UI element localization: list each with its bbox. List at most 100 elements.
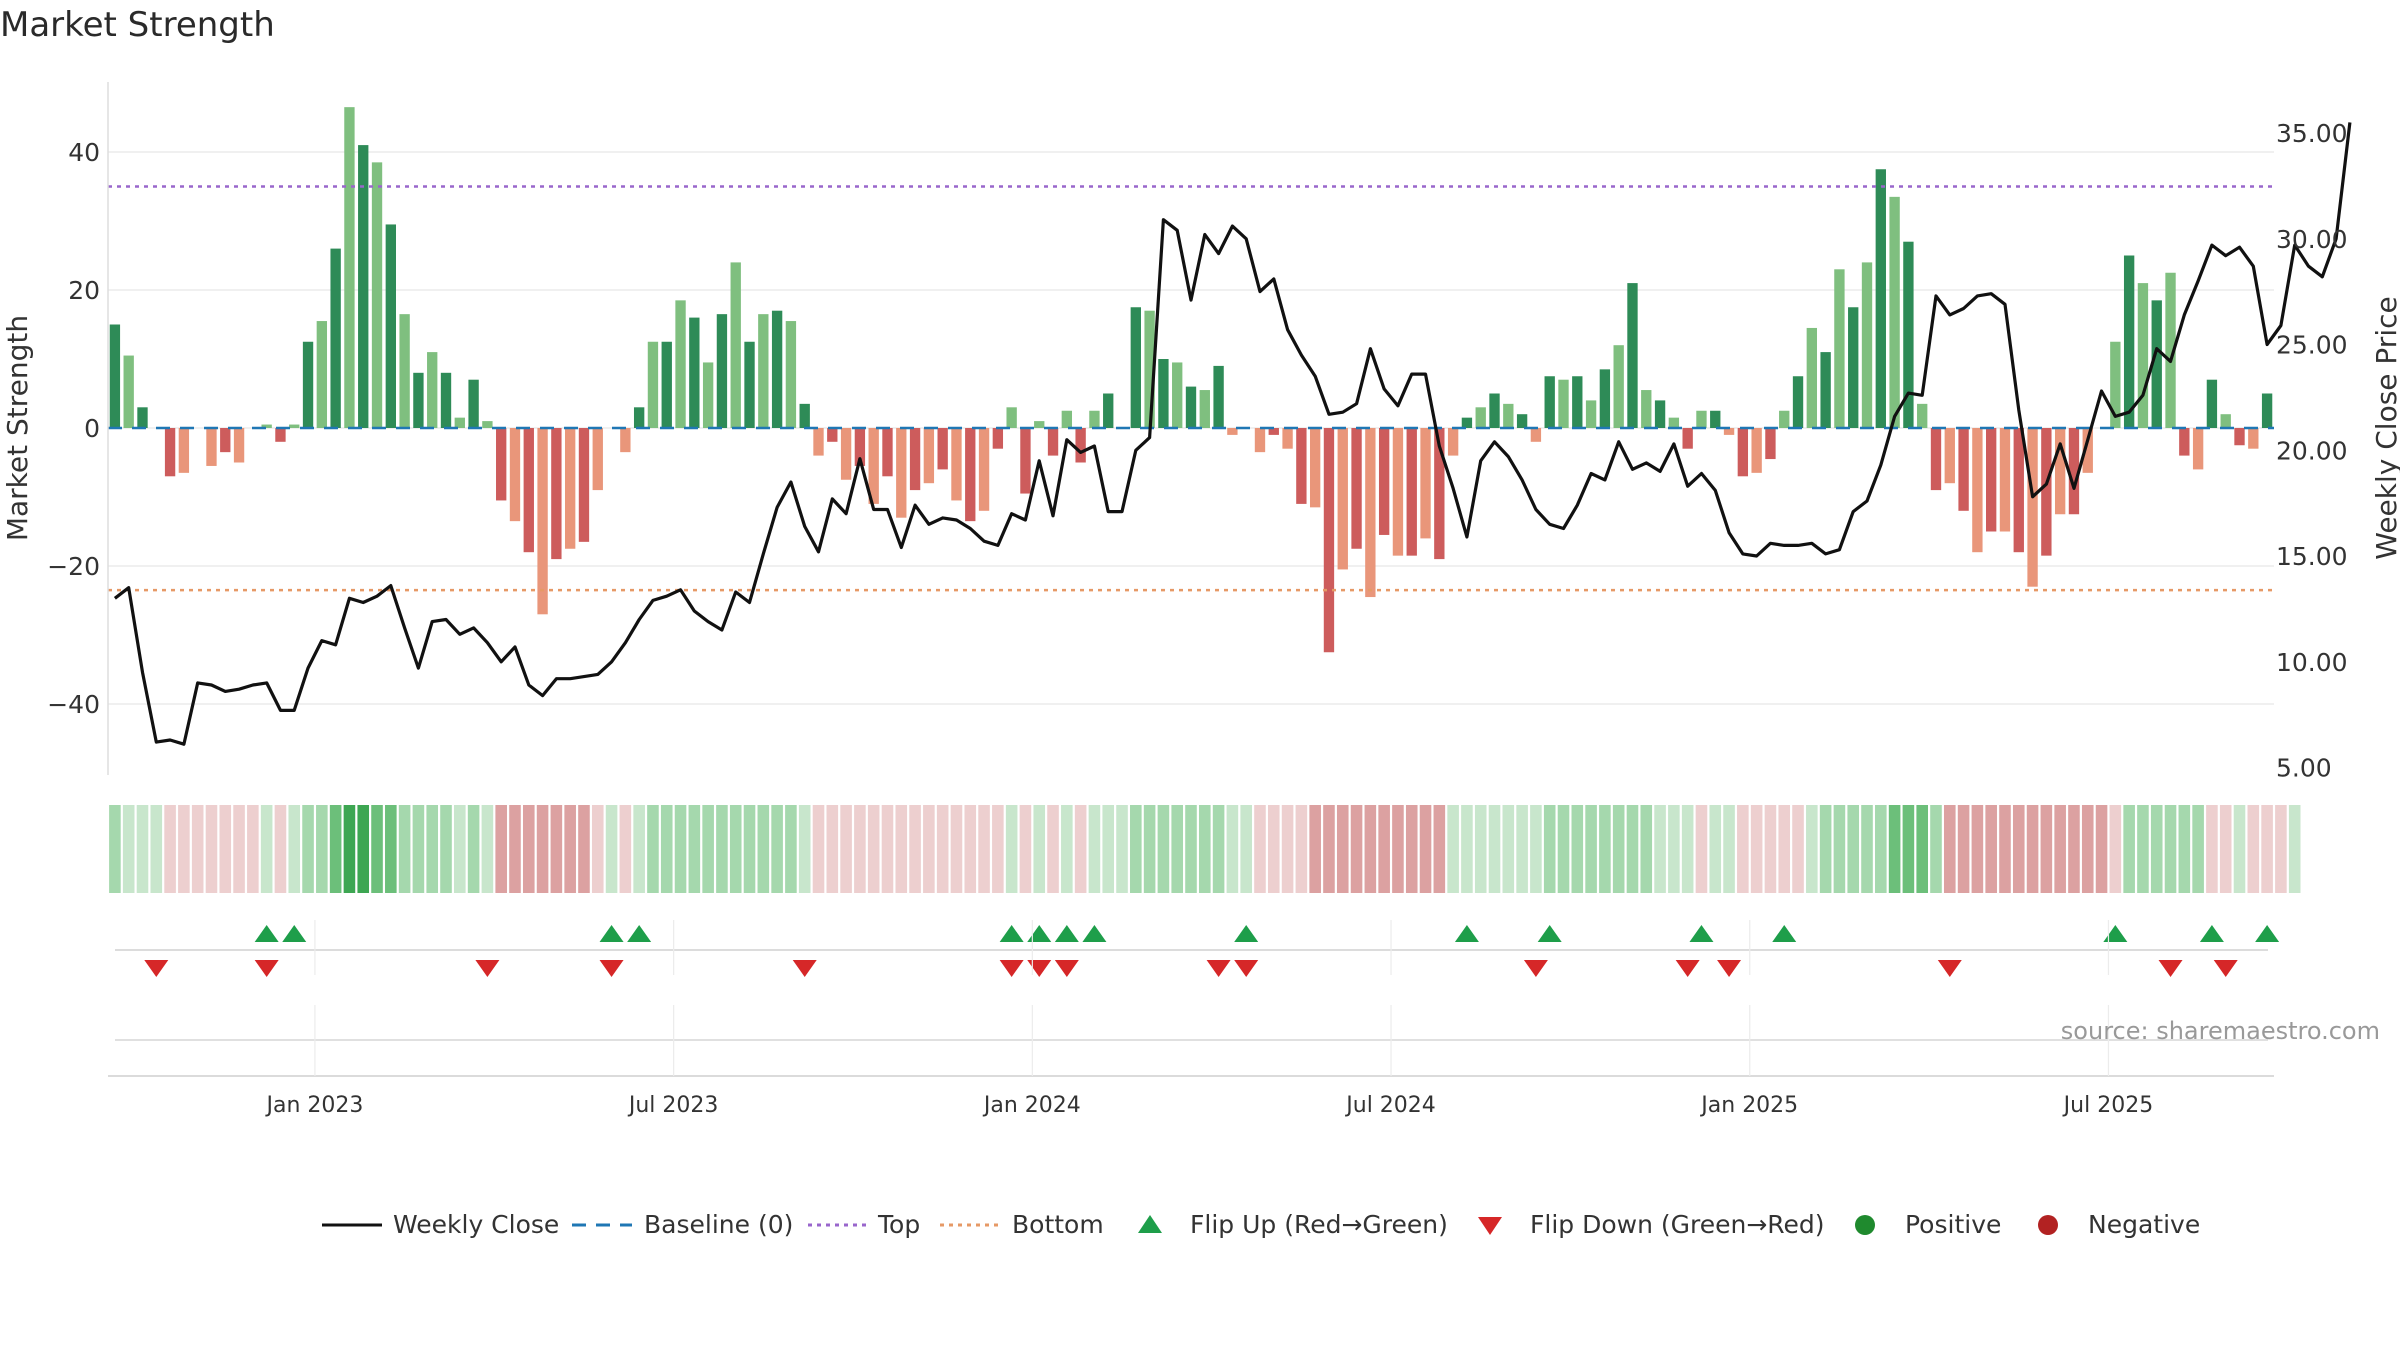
strength-bar (427, 352, 438, 428)
flip-down-marker (792, 960, 817, 977)
heat-band-cell (688, 805, 701, 893)
strength-bar (1282, 428, 1293, 449)
strength-bar (1392, 428, 1404, 556)
heat-band-cell (2150, 805, 2163, 893)
heat-band-cell (440, 805, 452, 893)
strength-bar (1034, 421, 1045, 428)
strength-bar (1489, 393, 1500, 428)
strength-bar (1103, 393, 1114, 428)
strength-bar (661, 341, 672, 428)
heat-band-cell (1723, 805, 1735, 893)
heat-band-cell (743, 805, 756, 893)
heat-band-cell (1709, 805, 1722, 893)
y-tick-label-right: 30.00 (2276, 225, 2348, 254)
y-tick-label-right: 15.00 (2276, 542, 2348, 571)
strength-bar (799, 403, 810, 428)
heat-band-cell (1185, 805, 1197, 893)
heat-band-cell (633, 805, 645, 893)
flip-up-marker (282, 925, 307, 942)
strength-bar (1047, 428, 1059, 456)
strength-bar (1558, 379, 1569, 428)
heat-band-cell (1336, 805, 1349, 893)
heat-band-cell (1875, 805, 1887, 893)
heat-band-cell (1378, 805, 1390, 893)
heat-band-cell (660, 805, 673, 893)
legend: Weekly Close Baseline (0) Top Bottom Flip Up… (322, 1210, 2200, 1239)
strength-bar (1917, 403, 1928, 428)
heat-band-cell (1074, 805, 1087, 893)
strength-bar (1986, 428, 1997, 532)
strength-bar (620, 428, 631, 453)
x-tick-label: Jan 2025 (1699, 1093, 1798, 1118)
strength-bar (1323, 428, 1335, 653)
strength-bar (1365, 428, 1376, 598)
heat-band-cell (812, 805, 825, 893)
strength-bar (2027, 428, 2038, 587)
flip-down-marker (144, 960, 169, 977)
strength-bar (1447, 428, 1459, 456)
flip-up-marker (254, 925, 279, 942)
legend-swatch (1478, 1217, 1502, 1235)
strength-bar (371, 162, 383, 428)
heat-band-cell (1088, 805, 1101, 893)
heat-band-cell (1999, 805, 2011, 893)
strength-bar (1806, 327, 1818, 428)
y-tick-label-right: 20.00 (2276, 436, 2348, 465)
strength-bar (1296, 428, 1307, 504)
strength-bar (2123, 255, 2135, 428)
strength-bar (537, 428, 548, 615)
heat-band-cell (1447, 805, 1459, 893)
heat-band-cell (867, 805, 880, 893)
strength-bar (220, 428, 231, 453)
heat-band-cell (881, 805, 894, 893)
strength-bar (1958, 428, 1969, 511)
strength-bar (1585, 400, 1597, 428)
strength-bar (123, 355, 134, 428)
legend-swatch (1855, 1215, 1875, 1235)
heat-band-cell (2192, 805, 2204, 893)
strength-bar (1875, 169, 1886, 428)
strength-bar (523, 428, 534, 553)
strength-bar (399, 314, 410, 428)
flip-down-marker (1234, 960, 1259, 977)
heat-band-cell (1957, 805, 1970, 893)
heat-band-cell (1530, 805, 1542, 893)
strength-bar (2248, 428, 2259, 449)
heat-band-cell (1433, 805, 1446, 893)
heat-band-cell (1226, 805, 1239, 893)
heat-band-cell (522, 805, 535, 893)
heat-band-cell (1102, 805, 1115, 893)
strength-bar (882, 428, 893, 477)
flip-down-marker (475, 960, 500, 977)
heat-band-cell (1323, 805, 1335, 893)
strength-bar (2220, 414, 2231, 428)
heat-band-cell (1033, 805, 1046, 893)
strength-bar (564, 428, 576, 549)
heat-band-cell (785, 805, 797, 893)
source-text: source: sharemaestro.com (2061, 1017, 2380, 1045)
heat-band-cell (2026, 805, 2039, 893)
heat-band-cell (398, 805, 411, 893)
strength-bar (647, 341, 659, 428)
legend-label: Flip Up (Red→Green) (1190, 1210, 1448, 1239)
strength-bar (1627, 283, 1638, 428)
strength-bar (1682, 428, 1693, 449)
heat-band-cell (578, 805, 590, 893)
heat-band-cell (564, 805, 576, 893)
heat-band-cell (1916, 805, 1928, 893)
strength-bar (1378, 428, 1390, 535)
flip-up-marker (1537, 925, 1562, 942)
strength-bar (2261, 393, 2273, 428)
heat-band-cell (1943, 805, 1956, 893)
strength-bar (1461, 417, 1473, 428)
heat-band-cell (1350, 805, 1363, 893)
flip-down-marker (254, 960, 279, 977)
heat-band-cell (895, 805, 908, 893)
heat-band-cell (1047, 805, 1059, 893)
heat-band-cell (536, 805, 549, 893)
strength-bar (744, 341, 755, 428)
flip-up-marker (599, 925, 624, 942)
heat-band-cell (2054, 805, 2066, 893)
strength-bar (2234, 428, 2245, 446)
heat-band-cell (978, 805, 990, 893)
